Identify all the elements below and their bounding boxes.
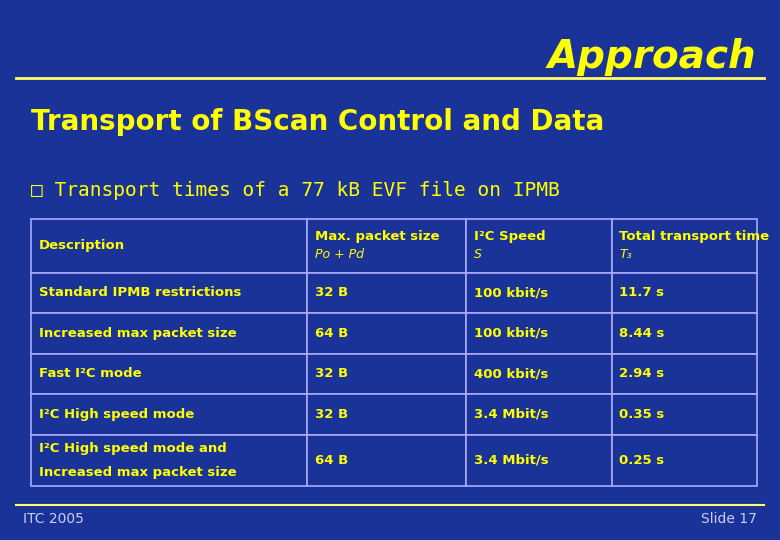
Text: Transport of BScan Control and Data: Transport of BScan Control and Data — [31, 108, 604, 136]
Text: 0.35 s: 0.35 s — [619, 408, 665, 421]
Text: S: S — [474, 248, 482, 261]
Text: 100 kbit/s: 100 kbit/s — [474, 327, 548, 340]
Text: 8.44 s: 8.44 s — [619, 327, 665, 340]
Text: 3.4 Mbit/s: 3.4 Mbit/s — [474, 454, 549, 467]
Text: I²C High speed mode and: I²C High speed mode and — [39, 442, 227, 455]
Text: I²C Speed: I²C Speed — [474, 230, 546, 243]
Text: ITC 2005: ITC 2005 — [23, 512, 84, 526]
Text: 64 B: 64 B — [314, 454, 348, 467]
Text: Standard IPMB restrictions: Standard IPMB restrictions — [39, 286, 241, 300]
Text: 32 B: 32 B — [314, 286, 348, 300]
Text: 32 B: 32 B — [314, 367, 348, 381]
Text: Increased max packet size: Increased max packet size — [39, 327, 236, 340]
Text: Approach: Approach — [548, 38, 757, 76]
Text: □ Transport times of a 77 kB EVF file on IPMB: □ Transport times of a 77 kB EVF file on… — [31, 181, 560, 200]
Text: 0.25 s: 0.25 s — [619, 454, 665, 467]
Text: 64 B: 64 B — [314, 327, 348, 340]
Text: Total transport time: Total transport time — [619, 230, 769, 243]
Text: Fast I²C mode: Fast I²C mode — [39, 367, 142, 381]
Text: 3.4 Mbit/s: 3.4 Mbit/s — [474, 408, 549, 421]
Text: 2.94 s: 2.94 s — [619, 367, 665, 381]
Text: 11.7 s: 11.7 s — [619, 286, 665, 300]
Text: Po + Pd: Po + Pd — [314, 248, 363, 261]
Text: Description: Description — [39, 239, 125, 252]
Text: Slide 17: Slide 17 — [700, 512, 757, 526]
Text: T₃: T₃ — [619, 248, 632, 261]
Text: I²C High speed mode: I²C High speed mode — [39, 408, 194, 421]
Text: Increased max packet size: Increased max packet size — [39, 465, 236, 479]
Text: 400 kbit/s: 400 kbit/s — [474, 367, 548, 381]
Text: Max. packet size: Max. packet size — [314, 230, 439, 243]
Text: 100 kbit/s: 100 kbit/s — [474, 286, 548, 300]
Text: 32 B: 32 B — [314, 408, 348, 421]
